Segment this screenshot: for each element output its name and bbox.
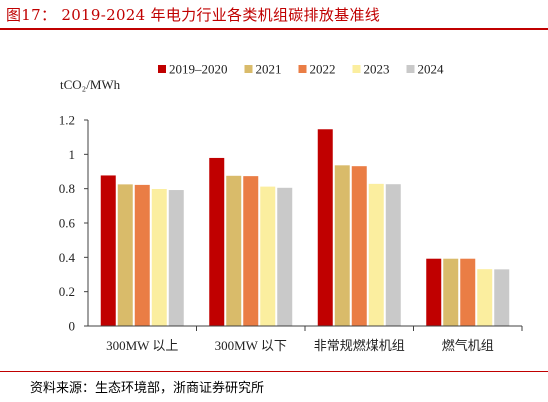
bar <box>385 184 401 326</box>
legend-label: 2024 <box>418 62 445 77</box>
bar <box>443 258 459 326</box>
bar <box>426 258 442 326</box>
x-tick-label: 燃气机组 <box>442 338 494 353</box>
bar <box>277 187 293 326</box>
x-axis: 300MW 以上 300MW 以下 非常规燃煤机组 燃气机组 <box>88 325 523 353</box>
y-tick-label: 0.8 <box>59 181 75 196</box>
footer-divider <box>0 371 548 372</box>
figure-title: 图17： 2019-2024 年电力行业各类机组碳排放基准线 <box>6 6 381 24</box>
bar <box>351 166 367 326</box>
bars <box>100 129 510 326</box>
y-axis-label: tCO₂/MWh <box>60 77 121 92</box>
x-tick-label: 300MW 以下 <box>215 338 287 353</box>
bar <box>317 129 333 326</box>
legend-label: 2023 <box>364 62 390 77</box>
y-tick-label: 0.2 <box>59 284 75 299</box>
bar <box>334 165 350 326</box>
y-tick-label: 1.2 <box>59 113 75 128</box>
legend-swatch <box>158 65 166 73</box>
legend: 2019–2020 2021 2022 2023 2024 <box>158 62 444 77</box>
bar <box>134 184 150 326</box>
y-tick-label: 0.6 <box>59 216 76 231</box>
x-tick-label: 非常规燃煤机组 <box>314 338 405 353</box>
legend-swatch <box>298 65 307 73</box>
x-tick-label: 300MW 以上 <box>106 338 178 353</box>
bar <box>100 175 116 326</box>
bar <box>260 186 276 326</box>
y-tick-label: 0 <box>69 319 76 334</box>
legend-label: 2022 <box>310 62 336 77</box>
y-axis: 0 0.2 0.4 0.6 0.8 1 1.2 <box>59 113 89 334</box>
bar <box>494 269 510 326</box>
bar <box>368 183 384 326</box>
bar <box>460 258 476 326</box>
bar <box>477 269 493 326</box>
title-divider <box>0 28 548 30</box>
bar <box>209 157 225 326</box>
y-tick-label: 1 <box>69 147 76 162</box>
legend-swatch <box>406 65 415 73</box>
legend-swatch <box>244 65 253 73</box>
bar <box>226 175 242 326</box>
y-tick-label: 0.4 <box>59 250 76 265</box>
bar <box>168 190 184 326</box>
bar <box>243 176 259 326</box>
legend-swatch <box>352 65 361 73</box>
source-note: 资料来源：生态环境部，浙商证券研究所 <box>30 381 265 396</box>
legend-label: 2021 <box>256 62 282 77</box>
bar <box>151 189 167 326</box>
bar-chart: tCO₂/MWh 2019–2020 2021 2022 2023 2024 00.20… <box>59 62 523 353</box>
bar <box>117 184 133 326</box>
legend-label: 2019–2020 <box>169 62 228 77</box>
